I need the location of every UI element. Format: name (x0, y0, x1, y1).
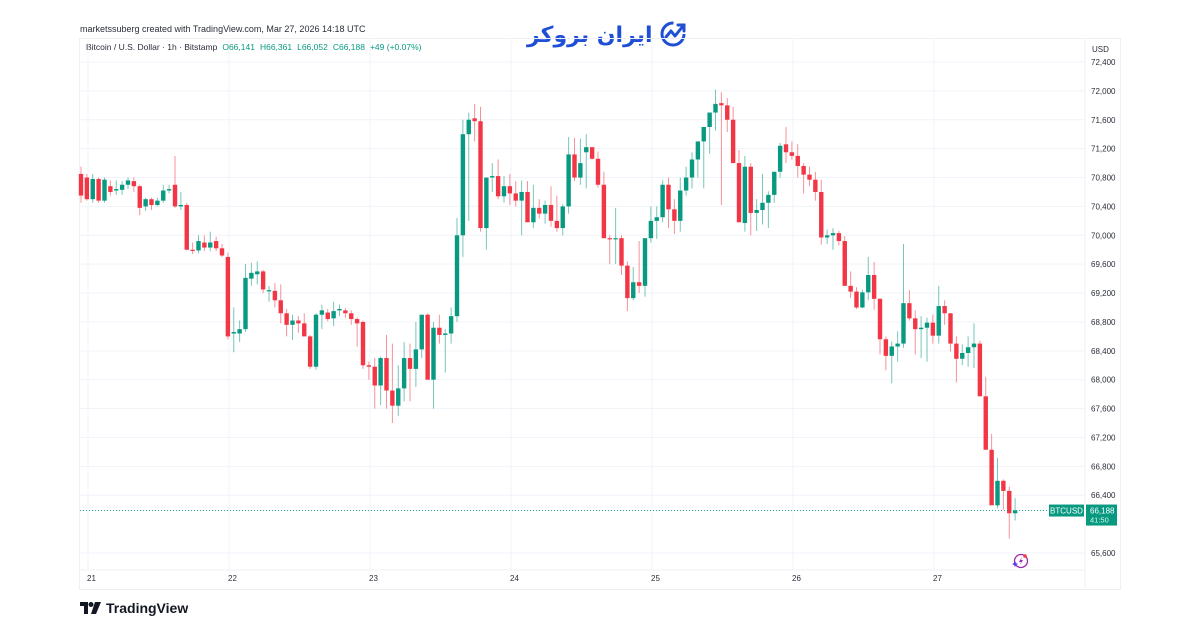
time-tick: 21 (87, 574, 96, 583)
legend-open: O66,141 (222, 42, 255, 52)
chart-pane[interactable] (79, 38, 1121, 590)
time-tick: 26 (792, 574, 801, 583)
price-axis[interactable]: 72,400 72,000 71,600 71,200 70,800 70,400 70,0… (1091, 58, 1116, 558)
svg-text:BTCUSD: BTCUSD (1050, 507, 1083, 516)
brand-chart-icon (659, 18, 689, 53)
legend-close: C66,188 (332, 42, 365, 52)
price-tick: 70,800 (1091, 174, 1116, 183)
tradingview-logo: TradingView (80, 600, 188, 616)
price-tick: 70,000 (1091, 231, 1116, 240)
price-tick: 68,800 (1091, 318, 1116, 327)
legend-low: L66,052 (297, 42, 328, 52)
candles (78, 89, 1018, 539)
price-tick: 65,600 (1091, 549, 1116, 558)
tradingview-logo-text: TradingView (106, 600, 189, 616)
time-tick: 25 (651, 574, 660, 583)
symbol-legend: Bitcoin / U.S. Dollar · 1h · Bitstamp O6… (86, 42, 421, 52)
replay-lightning-icon[interactable] (1012, 553, 1029, 569)
price-tick: 68,400 (1091, 347, 1116, 356)
grid-lines (80, 38, 1085, 571)
svg-text:66,188: 66,188 (1090, 507, 1115, 516)
price-tick: 66,800 (1091, 462, 1116, 471)
price-tick: 69,200 (1091, 289, 1116, 298)
chart-credit: marketssuberg created with TradingView.c… (80, 24, 366, 34)
time-tick: 24 (510, 574, 519, 583)
last-price-label: BTCUSD 66,188 41:50 (1049, 504, 1117, 526)
time-tick: 27 (933, 574, 942, 583)
time-tick: 23 (369, 574, 378, 583)
currency-label: USD (1092, 45, 1109, 54)
brand-logo: ایران بروکر (527, 18, 689, 53)
brand-name: ایران بروکر (527, 23, 653, 48)
price-tick: 71,600 (1091, 116, 1116, 125)
price-tick: 68,000 (1091, 376, 1116, 385)
price-tick: 70,400 (1091, 202, 1116, 211)
time-tick: 22 (228, 574, 237, 583)
price-tick: 67,600 (1091, 405, 1116, 414)
legend-change: +49 (+0.07%) (369, 42, 422, 52)
price-tick: 71,200 (1091, 145, 1116, 154)
legend-high: H66,361 (259, 42, 293, 52)
svg-text:41:50: 41:50 (1090, 516, 1109, 525)
price-tick: 66,400 (1091, 491, 1116, 500)
tradingview-logo-icon (80, 602, 101, 614)
price-tick: 72,000 (1091, 87, 1116, 96)
price-tick: 72,400 (1091, 58, 1116, 67)
price-tick: 69,600 (1091, 260, 1116, 269)
time-axis[interactable]: 21 22 23 24 25 26 27 (87, 574, 942, 583)
symbol-title: Bitcoin / U.S. Dollar · 1h · Bitstamp (86, 42, 218, 52)
price-tick: 67,200 (1091, 433, 1116, 442)
